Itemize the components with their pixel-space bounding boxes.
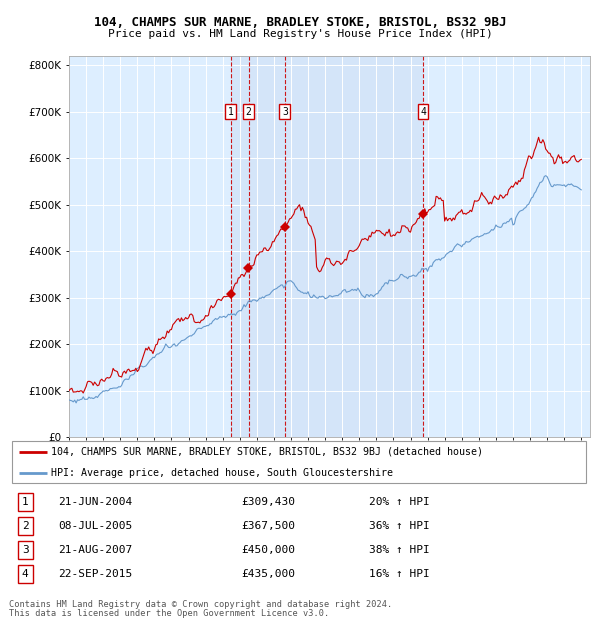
Text: 22-SEP-2015: 22-SEP-2015 (58, 569, 133, 579)
Text: HPI: Average price, detached house, South Gloucestershire: HPI: Average price, detached house, Sout… (51, 467, 393, 477)
Text: 3: 3 (282, 107, 288, 117)
Text: 38% ↑ HPI: 38% ↑ HPI (369, 546, 430, 556)
Text: 104, CHAMPS SUR MARNE, BRADLEY STOKE, BRISTOL, BS32 9BJ: 104, CHAMPS SUR MARNE, BRADLEY STOKE, BR… (94, 16, 506, 29)
Text: £435,000: £435,000 (241, 569, 295, 579)
Text: 4: 4 (420, 107, 426, 117)
Text: Contains HM Land Registry data © Crown copyright and database right 2024.: Contains HM Land Registry data © Crown c… (9, 600, 392, 609)
Text: 2: 2 (245, 107, 251, 117)
Text: 21-AUG-2007: 21-AUG-2007 (58, 546, 133, 556)
Text: 20% ↑ HPI: 20% ↑ HPI (369, 497, 430, 507)
Text: 4: 4 (22, 569, 29, 579)
Text: £309,430: £309,430 (241, 497, 295, 507)
Text: 3: 3 (22, 546, 29, 556)
Text: £367,500: £367,500 (241, 521, 295, 531)
Text: 16% ↑ HPI: 16% ↑ HPI (369, 569, 430, 579)
Text: 104, CHAMPS SUR MARNE, BRADLEY STOKE, BRISTOL, BS32 9BJ (detached house): 104, CHAMPS SUR MARNE, BRADLEY STOKE, BR… (51, 447, 483, 457)
Text: 08-JUL-2005: 08-JUL-2005 (58, 521, 133, 531)
Text: 36% ↑ HPI: 36% ↑ HPI (369, 521, 430, 531)
Text: 1: 1 (228, 107, 233, 117)
Text: 1: 1 (22, 497, 29, 507)
Text: 21-JUN-2004: 21-JUN-2004 (58, 497, 133, 507)
Text: £450,000: £450,000 (241, 546, 295, 556)
FancyBboxPatch shape (12, 441, 586, 483)
Bar (231, 56, 423, 437)
Text: Price paid vs. HM Land Registry's House Price Index (HPI): Price paid vs. HM Land Registry's House … (107, 29, 493, 38)
Text: This data is licensed under the Open Government Licence v3.0.: This data is licensed under the Open Gov… (9, 609, 329, 618)
Text: 2: 2 (22, 521, 29, 531)
